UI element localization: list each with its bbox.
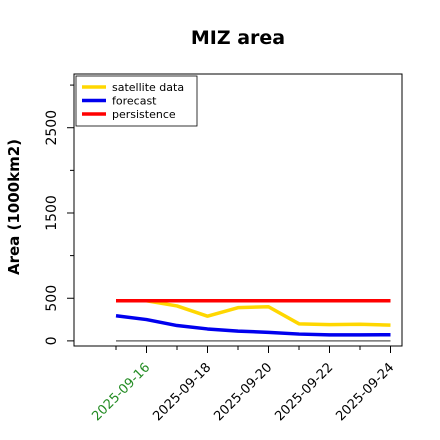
y-tick-label: 0 — [44, 336, 60, 345]
y-tick-label: 1500 — [44, 195, 60, 231]
x-tick-label: 2025-09-22 — [272, 360, 336, 424]
x-tick-label: 2025-09-20 — [211, 360, 275, 424]
y-tick-label: 500 — [44, 285, 60, 312]
series-line-forecast — [115, 313, 391, 337]
x-tick-label: 2025-09-24 — [333, 360, 397, 424]
x-axis: 2025-09-162025-09-182025-09-202025-09-22… — [89, 346, 397, 424]
y-axis: 0 500 1500 2500 — [44, 84, 74, 345]
legend-label: persistence — [112, 108, 176, 121]
legend-label: satellite data — [112, 81, 184, 94]
y-axis-label: Area (1000km2) — [5, 139, 23, 275]
x-tick-label: 2025-09-16 — [89, 360, 153, 424]
x-tick-label: 2025-09-18 — [150, 360, 214, 424]
series-layer — [115, 299, 391, 342]
chart-title: MIZ area — [191, 27, 285, 49]
series-line-satellite-data — [116, 299, 391, 327]
legend-label: forecast — [112, 95, 157, 108]
y-tick-label: 2500 — [44, 110, 60, 146]
